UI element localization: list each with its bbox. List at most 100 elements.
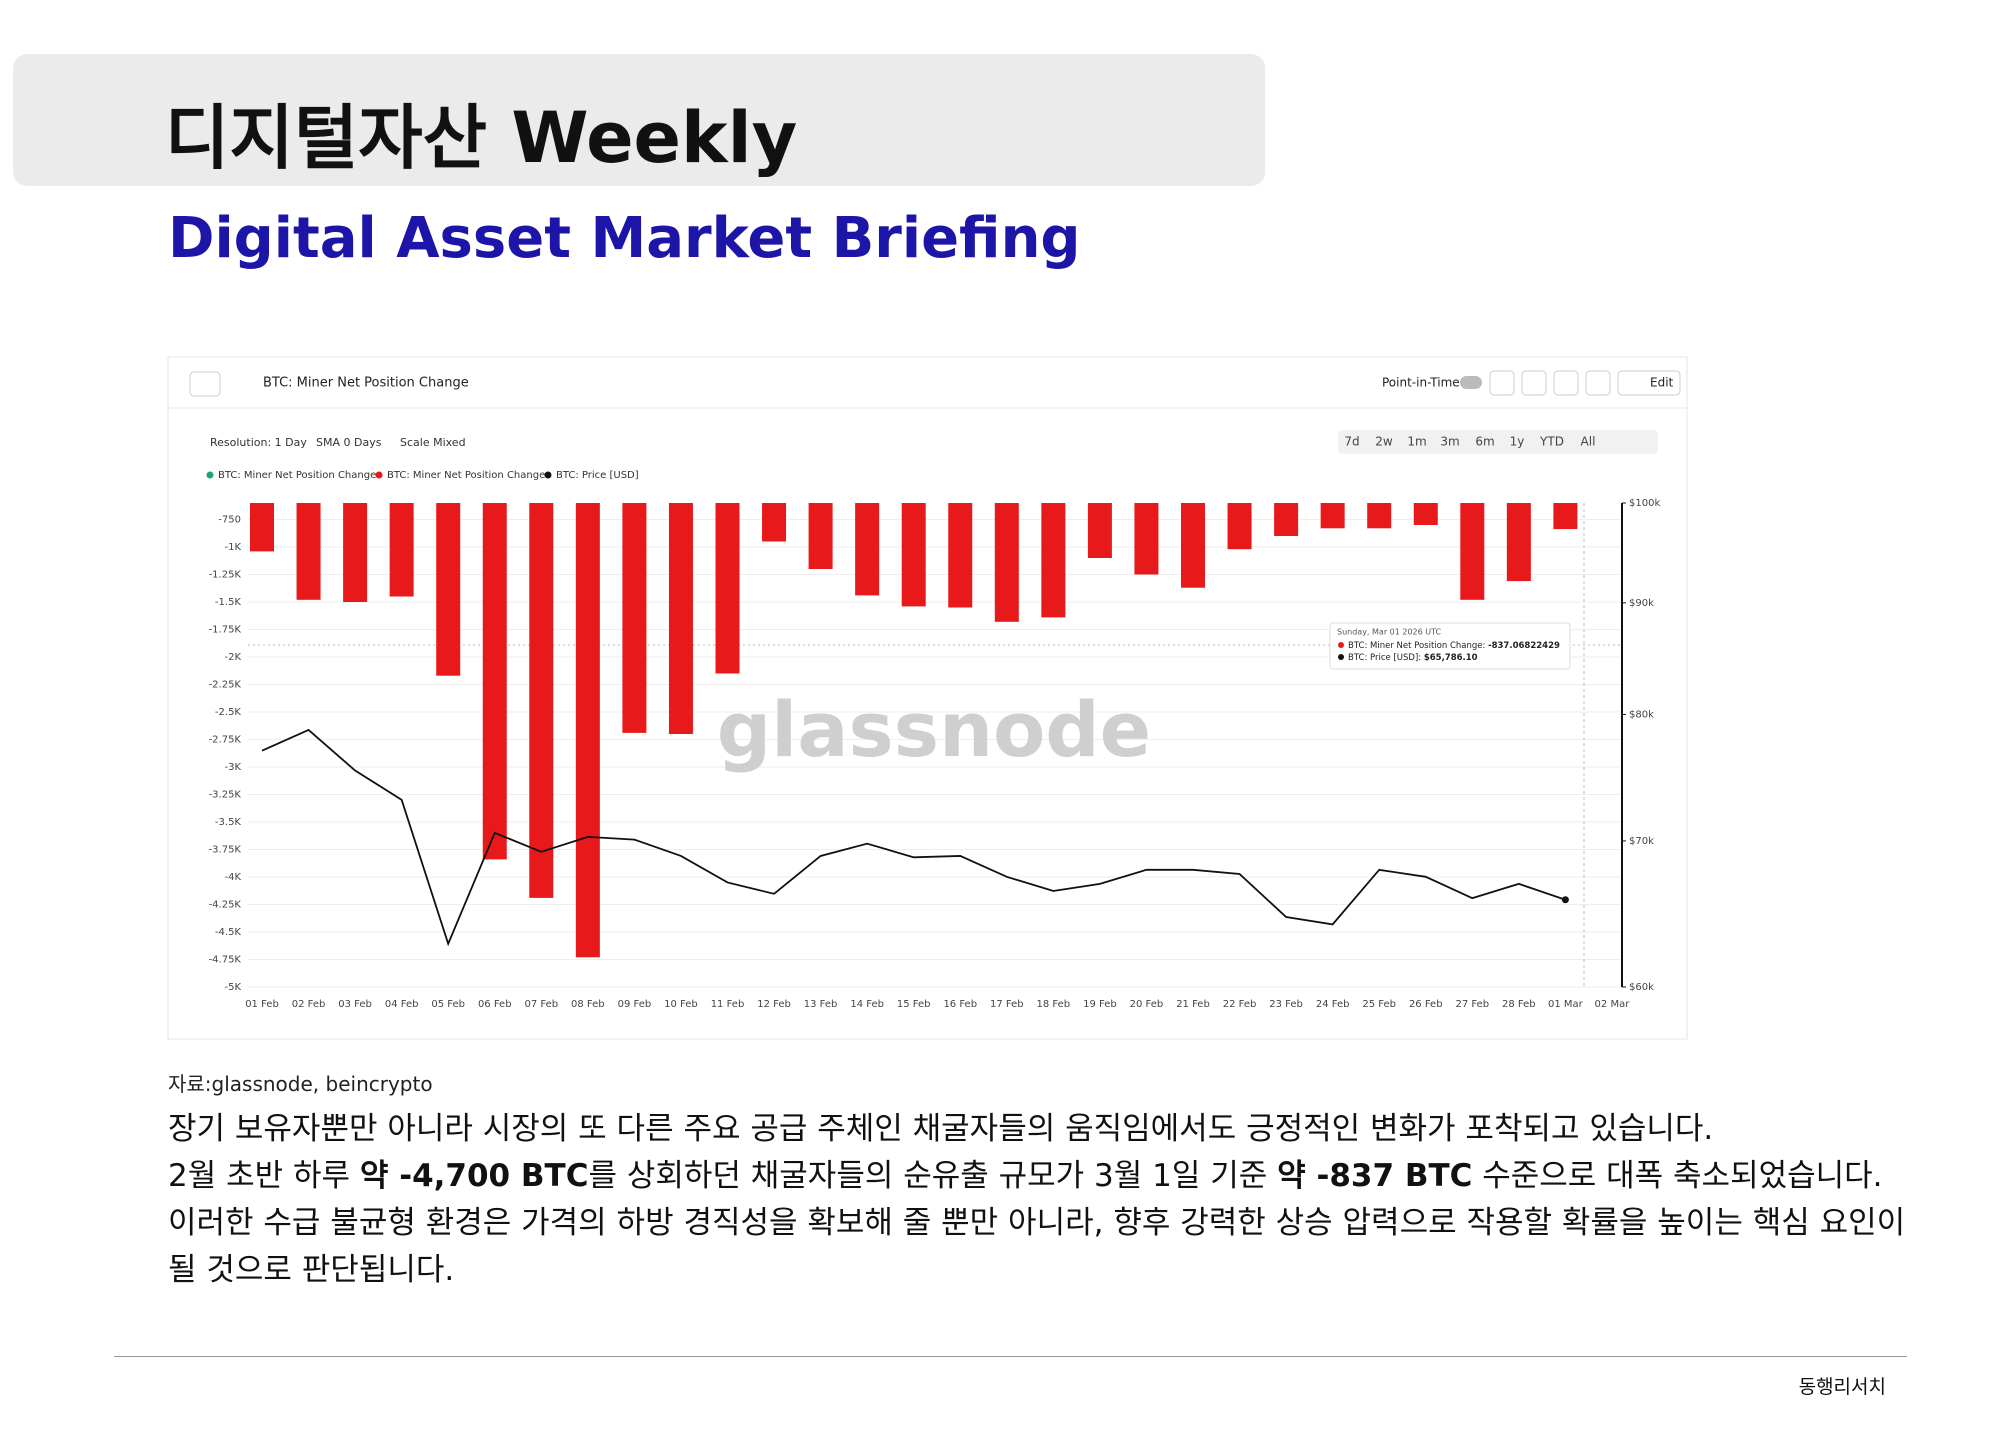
tooltip-value: -837.06822429 xyxy=(1488,641,1560,651)
bar xyxy=(1553,503,1578,530)
range-button[interactable]: 7d xyxy=(1344,435,1359,449)
bold-run: 약 -4,700 BTC xyxy=(359,1158,589,1194)
bar xyxy=(389,503,414,597)
title-box xyxy=(13,54,1265,186)
x-tick-label: 10 Feb xyxy=(664,999,698,1010)
bar xyxy=(343,503,368,602)
y-tick-label: -2.5K xyxy=(215,707,242,718)
edit-label: Edit xyxy=(1650,376,1674,390)
rule xyxy=(114,1356,1907,1357)
bar xyxy=(1320,503,1345,529)
range-button[interactable]: All xyxy=(1581,435,1596,449)
bar xyxy=(1181,503,1205,588)
range-button[interactable]: YTD xyxy=(1539,435,1564,449)
body-text: 장기 보유자뿐만 아니라 시장의 또 다른 주요 공급 주체인 채굴자들의 움직… xyxy=(168,1106,1908,1294)
y-tick-label: -2.25K xyxy=(209,680,242,691)
tooltip-date: Sunday, Mar 01 2026 UTC xyxy=(1337,628,1442,637)
range-button[interactable]: 6m xyxy=(1475,435,1494,449)
share-button[interactable] xyxy=(1553,370,1579,396)
y-tick-label: -3.75K xyxy=(209,845,242,856)
y-tick-label: -1K xyxy=(224,542,241,553)
price-line xyxy=(261,728,1566,947)
x-tick-label: 08 Feb xyxy=(571,999,605,1010)
range-button[interactable]: 1y xyxy=(1510,435,1525,449)
text-run: 이러한 수급 불균형 환경은 가격의 하방 경직성을 확보해 줄 뿐만 아니라,… xyxy=(168,1205,1906,1288)
x-tick-label: 17 Feb xyxy=(990,999,1024,1010)
tooltip-row: BTC: Miner Net Position Change: -837.068… xyxy=(1348,641,1560,651)
y-tick-label: -4.75K xyxy=(209,955,242,966)
x-tick-label: 25 Feb xyxy=(1362,999,1396,1010)
control[interactable]: Scale Mixed xyxy=(400,436,466,449)
title: 디지털자산 Weekly xyxy=(165,97,798,179)
bar xyxy=(855,503,880,596)
x-tick-label: 12 Feb xyxy=(757,999,791,1010)
bar xyxy=(1274,503,1299,536)
x-tick-label: 11 Feb xyxy=(711,999,745,1010)
bar xyxy=(901,503,926,607)
tooltip-label: BTC: Price [USD]: xyxy=(1348,653,1424,663)
chart-title: BTC: Miner Net Position Change xyxy=(263,376,469,391)
x-tick-label: 28 Feb xyxy=(1502,999,1536,1010)
toggle[interactable] xyxy=(1460,376,1482,389)
edit-button[interactable] xyxy=(1617,370,1681,396)
watermark: glassnode xyxy=(717,685,1151,774)
bar xyxy=(296,503,321,600)
tooltip-value: $65,786.10 xyxy=(1424,653,1478,663)
bar xyxy=(715,503,740,674)
bar xyxy=(1227,503,1252,550)
bar xyxy=(1367,503,1392,529)
sidebar-button[interactable] xyxy=(189,371,221,397)
text-run: 수준으로 대폭 축소되었습니다. xyxy=(1472,1158,1883,1194)
x-tick-label: 02 Feb xyxy=(292,999,326,1010)
control[interactable]: Resolution: 1 Day xyxy=(210,436,307,449)
y-tick-label: -4K xyxy=(224,872,241,883)
paragraph: 2월 초반 하루 약 -4,700 BTC를 상회하던 채굴자들의 순유출 규모… xyxy=(168,1153,1908,1200)
range-bar xyxy=(1338,430,1658,454)
bar xyxy=(529,503,554,898)
x-tick-label: 01 Mar xyxy=(1548,999,1584,1010)
bold-run: 약 -837 BTC xyxy=(1277,1158,1473,1194)
y-tick-label: -4.5K xyxy=(215,927,242,938)
x-tick-label: 26 Feb xyxy=(1409,999,1443,1010)
range-button[interactable]: 2w xyxy=(1375,435,1393,449)
subtitle: Digital Asset Market Briefing xyxy=(168,206,1081,271)
tooltip-row: BTC: Price [USD]: $65,786.10 xyxy=(1348,653,1478,663)
x-tick-label: 02 Mar xyxy=(1595,999,1631,1010)
control[interactable]: SMA 0 Days xyxy=(316,436,382,449)
bar xyxy=(994,503,1019,622)
y-tick-label: -750 xyxy=(218,515,241,526)
y-tick-label: -1.75K xyxy=(209,625,242,636)
bar xyxy=(668,503,693,734)
bell-button[interactable] xyxy=(1521,370,1547,396)
bar xyxy=(482,503,507,860)
x-tick-label: 24 Feb xyxy=(1316,999,1350,1010)
range-button[interactable]: 3m xyxy=(1440,435,1459,449)
bar xyxy=(1460,503,1485,600)
legend-label: BTC: Price [USD] xyxy=(556,470,639,481)
tooltip-dot xyxy=(1338,654,1344,660)
x-tick-label: 04 Feb xyxy=(385,999,419,1010)
x-tick-label: 05 Feb xyxy=(431,999,465,1010)
x-tick-label: 13 Feb xyxy=(804,999,838,1010)
legend-label: BTC: Miner Net Position Change xyxy=(218,470,376,481)
x-tick-label: 20 Feb xyxy=(1130,999,1164,1010)
x-tick-label: 14 Feb xyxy=(850,999,884,1010)
copy-button[interactable] xyxy=(1585,370,1611,396)
star-button[interactable] xyxy=(1489,370,1515,396)
bar xyxy=(436,503,461,676)
y-tick-label: -1.25K xyxy=(209,570,242,581)
y-tick-label: -2.75K xyxy=(209,735,242,746)
x-tick-label: 15 Feb xyxy=(897,999,931,1010)
x-tick-label: 01 Feb xyxy=(245,999,279,1010)
text-run: 장기 보유자뿐만 아니라 시장의 또 다른 주요 공급 주체인 채굴자들의 움직… xyxy=(168,1111,1714,1147)
bar xyxy=(1087,503,1112,558)
x-tick-label: 27 Feb xyxy=(1455,999,1489,1010)
y2-tick-label: $60k xyxy=(1629,982,1654,993)
legend-dot xyxy=(375,471,383,479)
range-button[interactable]: 1m xyxy=(1407,435,1426,449)
y-tick-label: -3K xyxy=(224,762,241,773)
x-tick-label: 07 Feb xyxy=(524,999,558,1010)
y-tick-label: -1.5K xyxy=(215,597,242,608)
bar xyxy=(622,503,647,733)
